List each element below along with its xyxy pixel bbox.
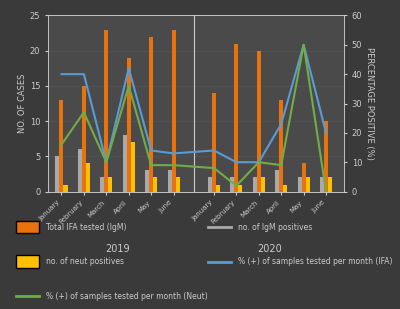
- Bar: [78, 149, 82, 192]
- Bar: [82, 86, 86, 192]
- Bar: [230, 177, 234, 192]
- FancyBboxPatch shape: [16, 256, 39, 268]
- Bar: [234, 44, 238, 192]
- Bar: [176, 177, 180, 192]
- Text: no. of neut positives: no. of neut positives: [46, 257, 124, 266]
- Bar: [324, 121, 328, 192]
- Bar: [216, 184, 220, 192]
- Bar: [257, 51, 261, 192]
- Bar: [168, 171, 172, 192]
- Bar: [283, 184, 287, 192]
- Bar: [131, 142, 135, 192]
- Bar: [55, 156, 60, 192]
- Bar: [302, 163, 306, 192]
- Y-axis label: PERCENTAGE POSITIVE (%): PERCENTAGE POSITIVE (%): [365, 47, 374, 160]
- Bar: [261, 177, 265, 192]
- FancyBboxPatch shape: [16, 221, 39, 233]
- Bar: [172, 30, 176, 192]
- Bar: [238, 184, 242, 192]
- Bar: [253, 177, 257, 192]
- Bar: [275, 171, 279, 192]
- Bar: [320, 177, 324, 192]
- Bar: [153, 177, 157, 192]
- Bar: [123, 135, 127, 192]
- Text: % (+) of samples tested per month (IFA): % (+) of samples tested per month (IFA): [238, 257, 393, 266]
- Bar: [108, 177, 112, 192]
- Bar: [306, 177, 310, 192]
- Text: no. of IgM positives: no. of IgM positives: [238, 222, 313, 231]
- Text: % (+) of samples tested per month (Neut): % (+) of samples tested per month (Neut): [46, 292, 208, 301]
- Text: 2019: 2019: [105, 244, 130, 254]
- Y-axis label: NO. OF CASES: NO. OF CASES: [18, 74, 27, 133]
- Text: 2020: 2020: [258, 244, 282, 254]
- Text: Total IFA tested (IgM): Total IFA tested (IgM): [46, 222, 127, 231]
- Bar: [145, 171, 149, 192]
- Bar: [212, 93, 216, 192]
- Bar: [149, 36, 153, 192]
- Bar: [279, 100, 283, 192]
- Bar: [60, 100, 64, 192]
- Bar: [127, 58, 131, 192]
- Bar: [86, 163, 90, 192]
- Bar: [100, 177, 104, 192]
- Bar: [208, 177, 212, 192]
- Bar: [328, 177, 332, 192]
- Bar: [298, 177, 302, 192]
- Bar: [104, 30, 108, 192]
- Bar: [64, 184, 68, 192]
